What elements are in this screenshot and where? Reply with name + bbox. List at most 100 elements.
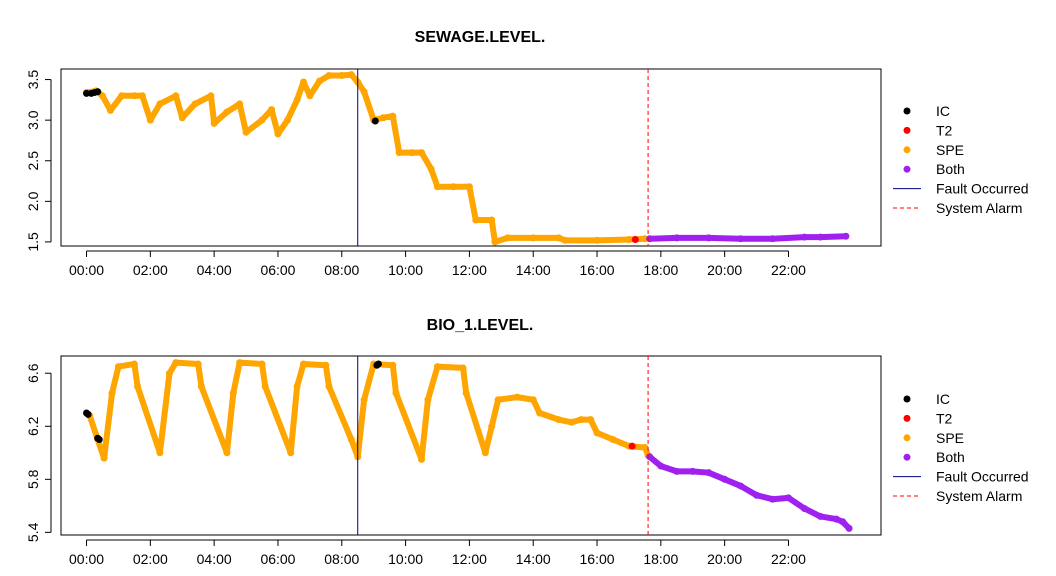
legend-item: System Alarm bbox=[893, 488, 1022, 504]
legend-item: SPE bbox=[903, 142, 964, 158]
data-point-both bbox=[737, 235, 745, 243]
plot-frame bbox=[60, 68, 882, 247]
legend: IC T2 SPE Both Fault Occurred System Alarm bbox=[893, 391, 1029, 504]
data-point-both bbox=[721, 475, 729, 483]
data-point-both bbox=[800, 504, 808, 512]
data-point-spe bbox=[555, 234, 563, 242]
data-point-spe bbox=[360, 396, 368, 404]
legend-item: IC bbox=[903, 391, 950, 407]
y-tick-label: 6.6 bbox=[25, 363, 41, 383]
data-point-spe bbox=[194, 360, 202, 368]
data-point-spe bbox=[488, 216, 496, 224]
plot-frame bbox=[60, 355, 882, 536]
x-tick-label: 16:00 bbox=[580, 262, 615, 278]
data-point-both bbox=[673, 467, 681, 475]
data-point-both bbox=[646, 235, 654, 243]
data-point-spe bbox=[172, 92, 180, 100]
data-point-spe bbox=[494, 396, 502, 404]
data-point-spe bbox=[197, 382, 205, 390]
data-point-spe bbox=[229, 389, 237, 397]
legend-label: IC bbox=[936, 103, 950, 119]
legend-label: SPE bbox=[936, 430, 964, 446]
data-point-ic bbox=[374, 360, 382, 368]
data-point-spe bbox=[156, 100, 164, 108]
chart-panel-2: BIO_1.LEVEL. 00:00 02:00 04:00 06:00 08:00 10:… bbox=[25, 317, 1029, 567]
legend-point-icon bbox=[903, 453, 911, 461]
series-spe bbox=[83, 71, 649, 246]
data-point-ic bbox=[83, 89, 91, 97]
data-point-spe bbox=[258, 116, 266, 124]
legend-point-icon bbox=[903, 146, 911, 154]
data-point-spe bbox=[472, 216, 480, 224]
chart-title: SEWAGE.LEVEL. bbox=[415, 29, 546, 46]
data-point-spe bbox=[392, 389, 400, 397]
x-tick-label: 22:00 bbox=[771, 262, 806, 278]
x-tick-label: 20:00 bbox=[707, 262, 742, 278]
legend-item: Fault Occurred bbox=[893, 181, 1029, 197]
data-point-both bbox=[673, 234, 681, 242]
data-point-spe bbox=[114, 363, 122, 371]
x-tick-label: 00:00 bbox=[69, 551, 104, 567]
x-tick-label: 20:00 bbox=[707, 551, 742, 567]
x-tick-label: 04:00 bbox=[197, 262, 232, 278]
x-tick-label: 14:00 bbox=[516, 551, 551, 567]
data-point-both bbox=[769, 495, 777, 503]
data-point-both bbox=[800, 233, 808, 241]
data-point-spe bbox=[322, 361, 330, 369]
data-point-spe bbox=[293, 382, 301, 390]
x-tick-label: 18:00 bbox=[643, 262, 678, 278]
data-point-spe bbox=[625, 236, 633, 244]
data-point-both bbox=[832, 515, 840, 523]
data-point-spe bbox=[108, 389, 116, 397]
data-point-spe bbox=[146, 116, 154, 124]
legend-label: Both bbox=[936, 449, 965, 465]
data-point-both bbox=[842, 232, 850, 240]
series-t2 bbox=[628, 442, 636, 450]
data-point-spe bbox=[504, 234, 512, 242]
data-point-spe bbox=[98, 92, 106, 100]
data-point-spe bbox=[389, 361, 397, 369]
legend-label: IC bbox=[936, 391, 950, 407]
x-tick-label: 02:00 bbox=[133, 551, 168, 567]
data-point-both bbox=[839, 518, 847, 526]
data-point-spe bbox=[191, 100, 199, 108]
data-point-spe bbox=[568, 418, 576, 426]
x-tick-label: 00:00 bbox=[69, 262, 104, 278]
x-tick-label: 18:00 bbox=[643, 551, 678, 567]
y-tick-label: 5.8 bbox=[25, 469, 41, 489]
series-trace-spe bbox=[83, 71, 648, 245]
legend-label: System Alarm bbox=[936, 200, 1022, 216]
data-point-spe bbox=[593, 429, 601, 437]
y-tick-label: 6.2 bbox=[25, 416, 41, 436]
data-point-spe bbox=[424, 396, 432, 404]
legend-item: Both bbox=[903, 161, 965, 177]
data-point-spe bbox=[284, 116, 292, 124]
legend-item: Both bbox=[903, 449, 965, 465]
data-point-spe bbox=[134, 382, 142, 390]
legend-item: T2 bbox=[903, 410, 953, 426]
data-point-spe bbox=[529, 234, 537, 242]
legend-point-icon bbox=[903, 434, 911, 442]
data-point-both bbox=[689, 467, 697, 475]
data-point-spe bbox=[395, 149, 403, 157]
data-point-spe bbox=[156, 449, 164, 457]
data-point-both bbox=[769, 235, 777, 243]
data-point-spe bbox=[379, 114, 387, 122]
data-point-both bbox=[816, 233, 824, 241]
data-point-spe bbox=[513, 393, 521, 401]
x-tick-label: 10:00 bbox=[388, 551, 423, 567]
x-tick-label: 12:00 bbox=[452, 262, 487, 278]
data-point-spe bbox=[325, 382, 333, 390]
data-point-spe bbox=[465, 183, 473, 191]
legend-point-icon bbox=[903, 395, 911, 403]
chart-panel-1: SEWAGE.LEVEL. 00:00 02:00 04:00 06:00 08:00 10… bbox=[25, 29, 1029, 278]
data-point-spe bbox=[210, 119, 218, 127]
data-point-spe bbox=[577, 416, 585, 424]
series-spe bbox=[86, 359, 652, 463]
x-tick-label: 14:00 bbox=[516, 262, 551, 278]
data-point-both bbox=[737, 482, 745, 490]
legend-label: SPE bbox=[936, 142, 964, 158]
data-point-both bbox=[816, 512, 824, 520]
